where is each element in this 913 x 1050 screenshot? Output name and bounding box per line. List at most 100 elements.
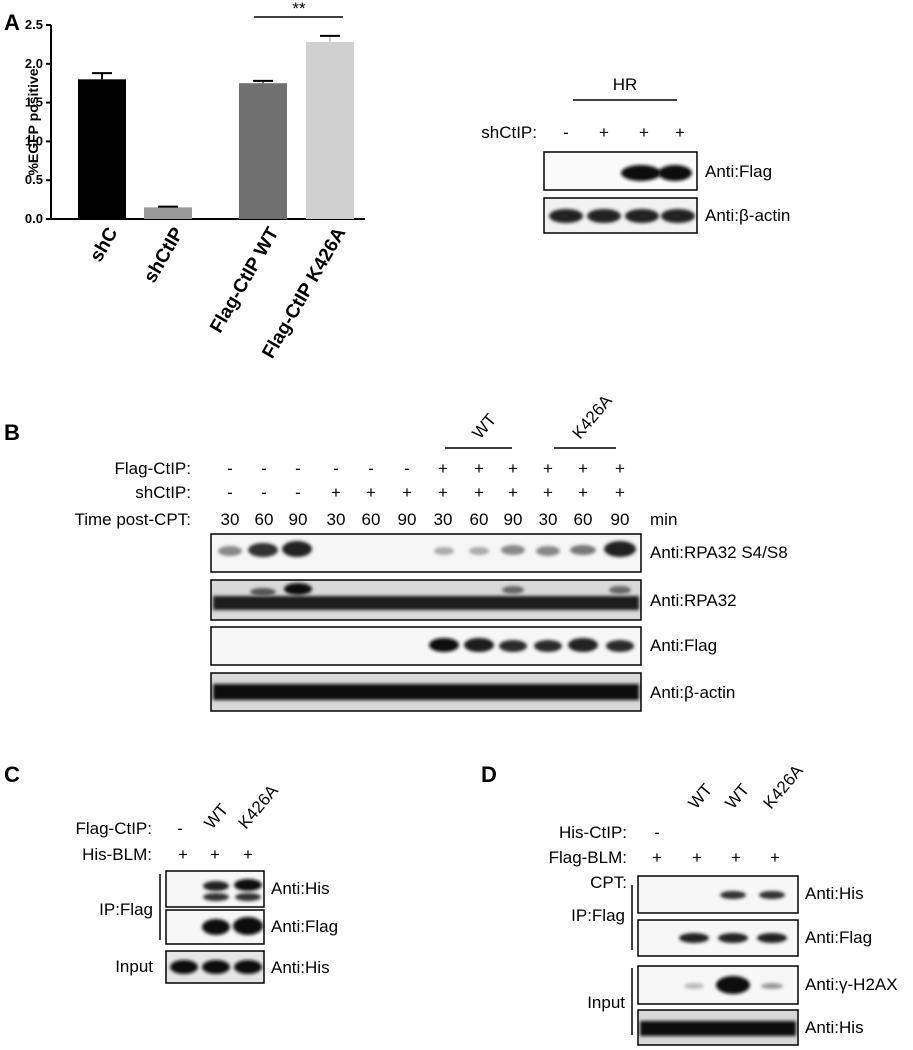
- d-lane-value: +: [652, 848, 662, 867]
- d-band-label-gamma-h2ax: Anti:γ-H2AX: [805, 975, 898, 994]
- chart-bar: [239, 83, 287, 219]
- panel-a-letter: A: [4, 10, 20, 35]
- b-lane-value: -: [404, 459, 410, 478]
- b-lane-value: +: [543, 459, 553, 478]
- c-band-label-his-input: Anti:His: [271, 958, 330, 977]
- b-lane-value: -: [333, 459, 339, 478]
- b-lane-value: 30: [221, 510, 240, 529]
- chart-y-tick-label: 1.0: [25, 133, 43, 148]
- b-lane-value: +: [402, 483, 412, 502]
- c-row-label-flag-ctip: Flag-CtIP:: [75, 819, 152, 838]
- b-lane-value: +: [438, 459, 448, 478]
- d-his-ctip-sign-1: -: [654, 823, 660, 842]
- chart-y-tick-label: 2.5: [25, 17, 43, 32]
- b-lane-value: +: [366, 483, 376, 502]
- b-blot-actin: [210, 672, 642, 712]
- panel-c-letter: C: [4, 762, 20, 787]
- b-lane-value: -: [227, 483, 233, 502]
- b-lane-value: +: [331, 483, 341, 502]
- c-band-label-flag-ip: Anti:Flag: [271, 917, 338, 936]
- d-row-label-flag-blm: Flag-BLM:: [549, 848, 627, 867]
- b-lane-value: +: [474, 483, 484, 502]
- c-blot-ip-flag: [165, 909, 265, 945]
- chart-bars: [78, 34, 354, 220]
- c-his-blm-sign-3: +: [243, 845, 253, 864]
- b-unit-label: min: [650, 510, 677, 529]
- c-input-label: Input: [115, 957, 153, 976]
- b-row-label-flag-ctip: Flag-CtIP:: [114, 459, 191, 478]
- b-lane-value: +: [508, 483, 518, 502]
- chart-y-tick-label: 2.0: [25, 56, 43, 71]
- d-row-label-his-ctip: His-CtIP:: [559, 823, 627, 842]
- b-wt-group-label: WT: [469, 410, 501, 442]
- chart-y-tick-label: 0.0: [25, 211, 43, 226]
- b-lane-value: 90: [398, 510, 417, 529]
- b-lane-values: - - - - - - + + + + + + - - - + + + + + + + + +30 60 90 30 60 90 30 60…: [221, 459, 630, 529]
- b-band-label-rpa32-s4s8: Anti:RPA32 S4/S8: [650, 543, 788, 562]
- b-band-label-rpa32: Anti:RPA32: [650, 591, 737, 610]
- b-k426a-group-label: K426A: [569, 391, 617, 443]
- chart-category-label: shC: [86, 224, 122, 266]
- b-lane-value: -: [261, 459, 267, 478]
- panel-b-letter: B: [4, 420, 20, 445]
- b-lane-value: +: [578, 459, 588, 478]
- b-lane-value: -: [295, 459, 301, 478]
- d-lane-value: +: [692, 848, 702, 867]
- d-blot-input-his: [637, 1009, 799, 1046]
- chart-bar: [78, 79, 126, 219]
- d-blot-input-gamma-h2ax: [637, 965, 799, 1005]
- b-lane-value: -: [227, 459, 233, 478]
- chart-category-label: shCtIP: [140, 224, 188, 287]
- d-row-label-cpt: CPT:: [590, 873, 627, 892]
- c-blot-ip-his: [165, 870, 265, 908]
- c-blot-input-his: [165, 950, 265, 984]
- b-lane-value: +: [615, 459, 625, 478]
- b-lane-value: +: [543, 483, 553, 502]
- a-sign-3: +: [639, 123, 649, 142]
- c-band-label-his-ip: Anti:His: [271, 879, 330, 898]
- c-col-header-k426a: K426A: [235, 781, 283, 833]
- c-ip-label: IP:Flag: [99, 900, 153, 919]
- d-col-header-wt-2: WT: [722, 780, 754, 812]
- d-band-label-his-ip: Anti:His: [805, 884, 864, 903]
- d-band-label-flag-ip: Anti:Flag: [805, 928, 872, 947]
- b-lane-value: 60: [362, 510, 381, 529]
- chart-y-tick-label: 0.5: [25, 172, 43, 187]
- d-blot-ip-flag: [637, 919, 799, 957]
- b-lane-value: 90: [289, 510, 308, 529]
- chart-category-label: Flag-CtIP WT: [206, 224, 283, 337]
- a-sign-4: +: [675, 123, 685, 142]
- b-lane-value: -: [295, 483, 301, 502]
- b-lane-value: +: [508, 459, 518, 478]
- b-lane-value: +: [615, 483, 625, 502]
- a-band-label-flag: Anti:Flag: [705, 162, 772, 181]
- hr-group-label: HR: [613, 75, 638, 94]
- b-blot-rpa32-s4s8: [210, 533, 642, 573]
- a-sign-2: +: [599, 123, 609, 142]
- c-his-blm-sign-2: +: [210, 845, 220, 864]
- a-shctip-row-label: shCtIP:: [481, 123, 537, 142]
- b-lane-value: 60: [574, 510, 593, 529]
- b-lane-value: -: [261, 483, 267, 502]
- b-band-label-actin: Anti:β-actin: [650, 683, 735, 702]
- b-lane-value: +: [474, 459, 484, 478]
- c-col-header-wt: WT: [201, 800, 233, 832]
- b-lane-value: 30: [327, 510, 346, 529]
- b-band-label-flag: Anti:Flag: [650, 636, 717, 655]
- d-ip-label: IP:Flag: [571, 906, 625, 925]
- c-his-blm-sign-1: +: [178, 845, 188, 864]
- d-lane-value: +: [770, 848, 780, 867]
- chart-y-axis-title: %EGFP positive: [25, 68, 41, 175]
- b-lane-value: 30: [539, 510, 558, 529]
- b-lane-value: 60: [255, 510, 274, 529]
- chart-bar: [306, 42, 354, 220]
- chart-y-tick-label: 1.5: [25, 95, 43, 110]
- a-band-label-actin: Anti:β-actin: [705, 206, 790, 225]
- b-lane-value: +: [578, 483, 588, 502]
- b-lane-value: -: [368, 459, 374, 478]
- b-lane-value: 90: [504, 510, 523, 529]
- c-flag-ctip-sign-1: -: [177, 819, 183, 838]
- a-blot-flag: [543, 151, 698, 191]
